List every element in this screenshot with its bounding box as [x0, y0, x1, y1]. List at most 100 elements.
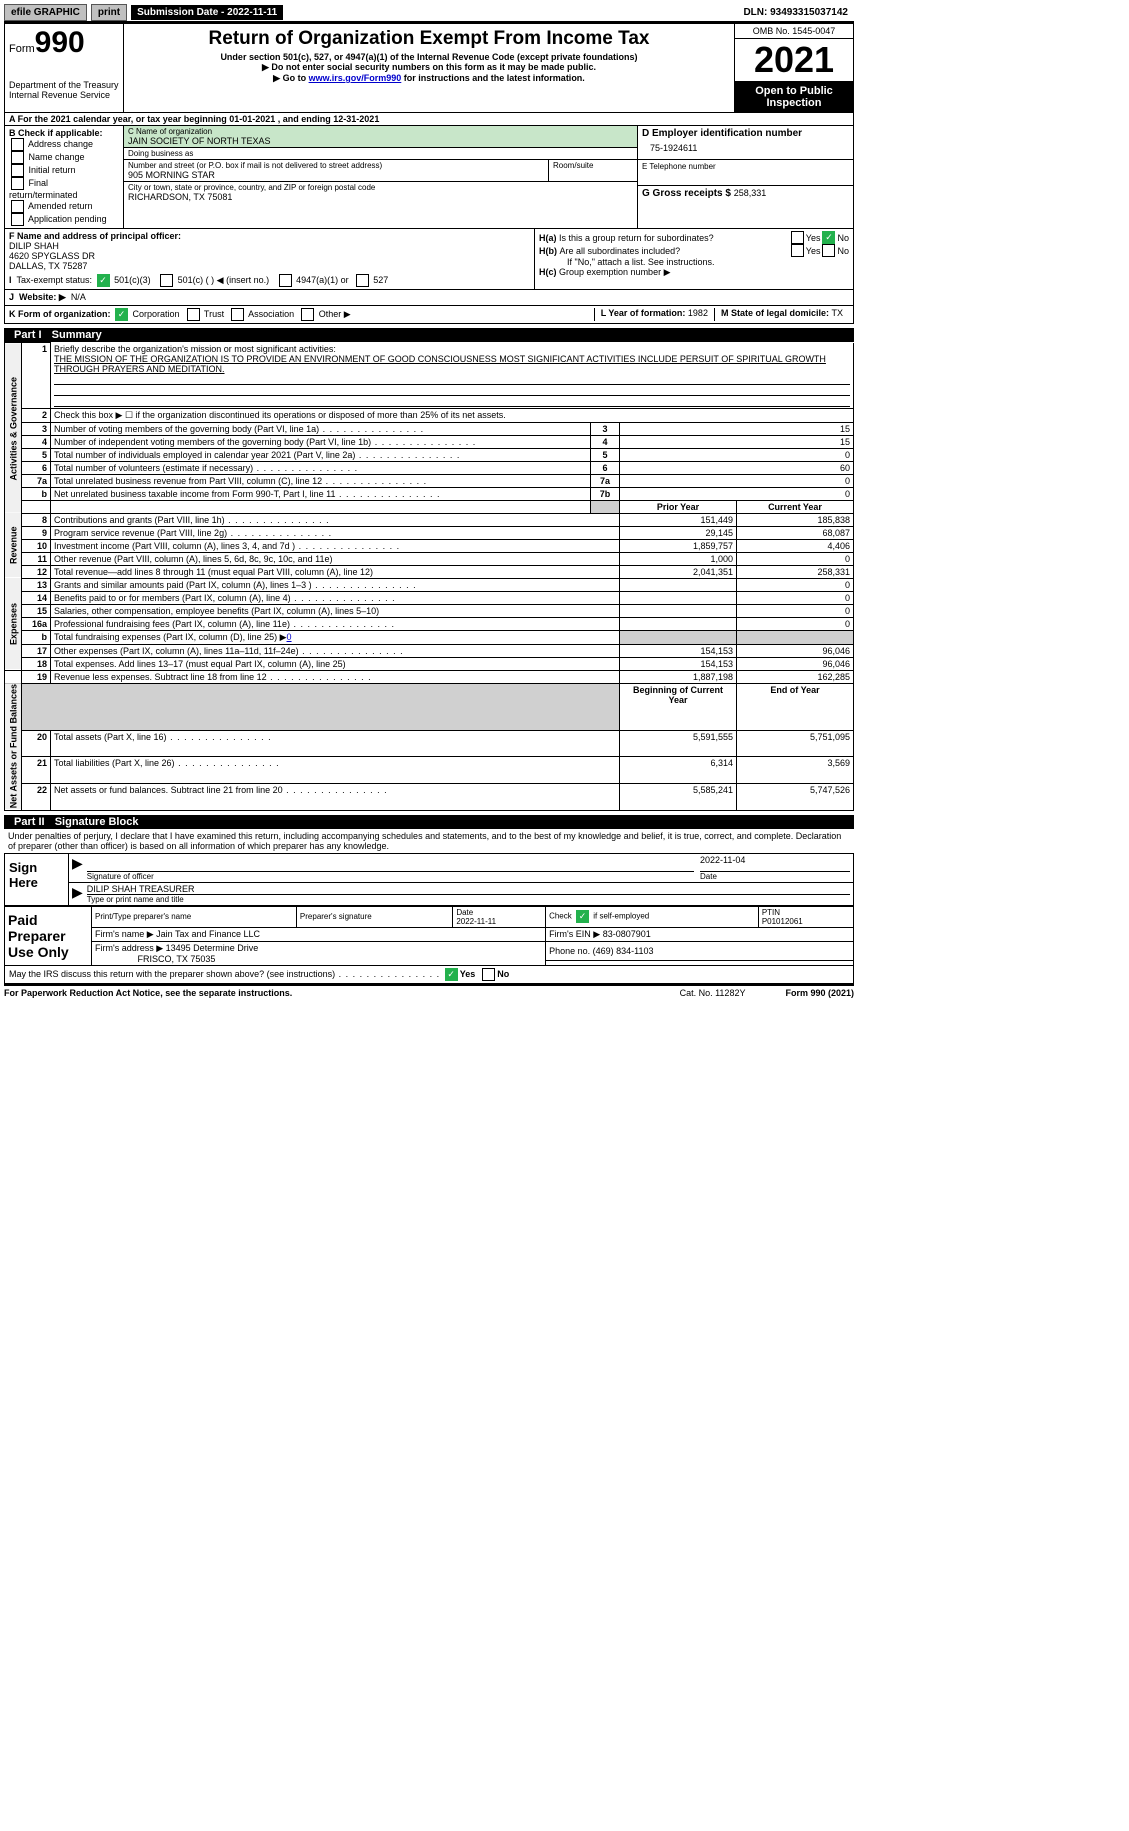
state-domicile: TX — [831, 308, 843, 318]
top-bar: efile GRAPHIC print Submission Date - 20… — [4, 4, 854, 23]
cb-other[interactable] — [301, 308, 314, 321]
form-subtitle-3: ▶ Go to www.irs.gov/Form990 for instruct… — [128, 73, 730, 84]
footer-form: Form 990 (2021) — [785, 988, 854, 998]
part-1-header: Part I Summary — [4, 328, 854, 342]
row-6-desc: Total number of volunteers (estimate if … — [51, 461, 591, 474]
tab-netassets: Net Assets or Fund Balances — [5, 683, 22, 810]
form-title: Return of Organization Exempt From Incom… — [128, 28, 730, 50]
cb-501c3[interactable] — [97, 274, 110, 287]
row-19-cy: 162,285 — [737, 670, 854, 683]
declaration: Under penalties of perjury, I declare th… — [4, 829, 854, 853]
cb-hb-no[interactable] — [822, 244, 835, 257]
row-16b-desc: Total fundraising expenses (Part IX, col… — [51, 630, 620, 644]
cb-self-employed[interactable] — [576, 910, 589, 923]
row-22-py: 5,585,241 — [620, 784, 737, 811]
cb-discuss-yes[interactable] — [445, 968, 458, 981]
cb-discuss-no[interactable] — [482, 968, 495, 981]
cb-ha-yes[interactable] — [791, 231, 804, 244]
row-10-cy: 4,406 — [737, 539, 854, 552]
firm-addr1: 13495 Determine Drive — [166, 943, 259, 953]
row-4-val: 15 — [620, 435, 854, 448]
cb-4947[interactable] — [279, 274, 292, 287]
cb-501c[interactable] — [160, 274, 173, 287]
mission-text: THE MISSION OF THE ORGANIZATION IS TO PR… — [54, 354, 826, 374]
row-22-cy: 5,747,526 — [737, 784, 854, 811]
hb-question: Are all subordinates included? — [560, 246, 789, 256]
dln: DLN: 93493315037142 — [737, 5, 854, 20]
tab-activities: Activities & Governance — [5, 343, 22, 514]
row-18-desc: Total expenses. Add lines 13–17 (must eq… — [51, 657, 620, 670]
preparer-table: Paid Preparer Use Only Print/Type prepar… — [4, 906, 854, 966]
row-8-desc: Contributions and grants (Part VIII, lin… — [51, 513, 620, 526]
row-4-desc: Number of independent voting members of … — [51, 435, 591, 448]
row-8-cy: 185,838 — [737, 513, 854, 526]
city-label: City or town, state or province, country… — [128, 183, 633, 192]
firm-phone: (469) 834-1103 — [593, 946, 654, 956]
cb-527[interactable] — [356, 274, 369, 287]
hc-question: Group exemption number ▶ — [559, 267, 670, 277]
row-13-cy: 0 — [737, 578, 854, 591]
row-17-py: 154,153 — [620, 644, 737, 657]
hdr-current-year: Current Year — [737, 500, 854, 513]
sign-here-label: Sign Here — [5, 854, 69, 905]
officer-addr1: 4620 SPYGLASS DR — [9, 251, 95, 261]
row-10-py: 1,859,757 — [620, 539, 737, 552]
cb-address-change[interactable]: Address change — [9, 138, 119, 151]
row-8-py: 151,449 — [620, 513, 737, 526]
cb-application-pending[interactable]: Application pending — [9, 213, 119, 226]
row-17-desc: Other expenses (Part IX, column (A), lin… — [51, 644, 620, 657]
cb-ha-no[interactable] — [822, 231, 835, 244]
row-11-py: 1,000 — [620, 552, 737, 565]
firm-ein: 83-0807901 — [603, 929, 651, 939]
sig-date: 2022-11-04 — [700, 855, 850, 872]
cb-name-change[interactable]: Name change — [9, 151, 119, 164]
preparer-name-label: Print/Type preparer's name — [92, 906, 297, 927]
row-12-cy: 258,331 — [737, 565, 854, 578]
ha-question: Is this a group return for subordinates? — [559, 233, 789, 243]
discuss-row: May the IRS discuss this return with the… — [4, 966, 854, 984]
row-21-desc: Total liabilities (Part X, line 26) — [51, 757, 620, 784]
line-k: K Form of organization: Corporation Trus… — [4, 306, 854, 324]
open-public: Open to Public Inspection — [735, 82, 853, 112]
signature-arrow-icon: ▶ — [72, 855, 87, 881]
row-3-val: 15 — [620, 422, 854, 435]
officer-label: F Name and address of principal officer: — [9, 231, 181, 241]
cb-assoc[interactable] — [231, 308, 244, 321]
ein-label: D Employer identification number — [642, 128, 802, 139]
sig-name: DILIP SHAH TREASURER — [87, 884, 850, 895]
form-subtitle-2: ▶ Do not enter social security numbers o… — [128, 62, 730, 73]
sign-section: Sign Here ▶ Signature of officer 2022-11… — [4, 853, 854, 906]
print-button[interactable]: print — [91, 4, 127, 21]
preparer-ptin: P01012061 — [762, 917, 803, 926]
cb-amended[interactable]: Amended return — [9, 200, 119, 213]
cb-hb-yes[interactable] — [791, 244, 804, 257]
row-11-desc: Other revenue (Part VIII, column (A), li… — [51, 552, 620, 565]
col-b: B Check if applicable: Address change Na… — [5, 126, 124, 228]
cb-initial-return[interactable]: Initial return — [9, 164, 119, 177]
footer-left: For Paperwork Reduction Act Notice, see … — [4, 988, 292, 998]
officer-name: DILIP SHAH — [9, 241, 59, 251]
row-18-cy: 96,046 — [737, 657, 854, 670]
irs-link[interactable]: www.irs.gov/Form990 — [309, 73, 402, 83]
row-3-desc: Number of voting members of the governin… — [51, 422, 591, 435]
sig-date-label: Date — [700, 872, 850, 881]
row-5-val: 0 — [620, 448, 854, 461]
section-bcdefg: B Check if applicable: Address change Na… — [4, 126, 854, 229]
preparer-label: Paid Preparer Use Only — [5, 906, 92, 965]
row-13-desc: Grants and similar amounts paid (Part IX… — [51, 578, 620, 591]
row-21-cy: 3,569 — [737, 757, 854, 784]
gross-receipts-label: G Gross receipts $ — [642, 188, 734, 199]
efile-button[interactable]: efile GRAPHIC — [4, 4, 87, 21]
name-arrow-icon: ▶ — [72, 884, 87, 904]
row-7b-desc: Net unrelated business taxable income fr… — [51, 487, 591, 500]
row-6-val: 60 — [620, 461, 854, 474]
firm-addr2: FRISCO, TX 75035 — [138, 954, 216, 964]
tab-revenue: Revenue — [5, 513, 22, 578]
line-j: J Website: ▶ N/A — [4, 290, 854, 306]
row-2: Check this box ▶ ☐ if the organization d… — [51, 408, 854, 422]
row-16a-desc: Professional fundraising fees (Part IX, … — [51, 617, 620, 630]
row-17-cy: 96,046 — [737, 644, 854, 657]
cb-corp[interactable] — [115, 308, 128, 321]
cb-trust[interactable] — [187, 308, 200, 321]
cb-final-return[interactable]: Final return/terminated — [9, 177, 119, 200]
